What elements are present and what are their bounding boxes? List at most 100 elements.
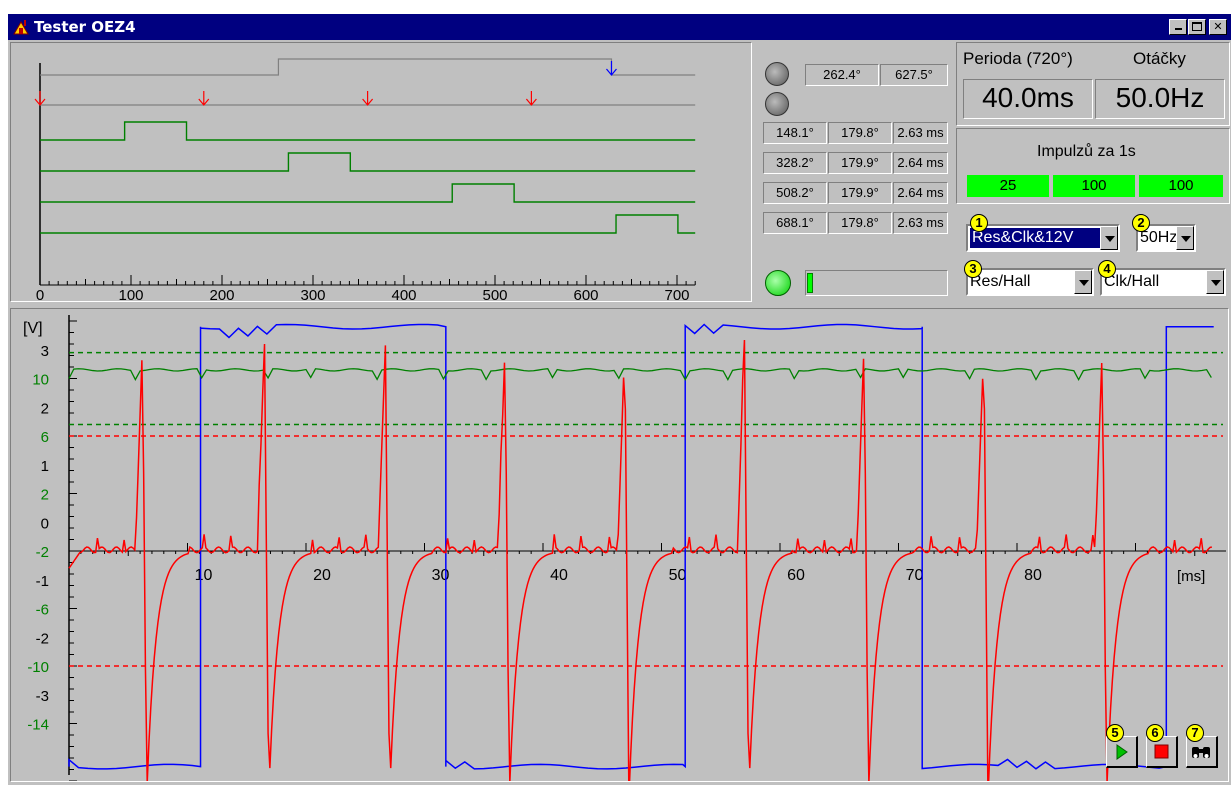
- scope-y-label: -14: [27, 717, 49, 734]
- title-bar[interactable]: Tester OEZ4 ✕: [8, 14, 1231, 40]
- readout-angle-1: 262.4°: [805, 64, 879, 86]
- chevron-down-icon[interactable]: [1206, 270, 1224, 294]
- readout-angle-2: 627.5°: [880, 64, 948, 86]
- badge-1: 1: [970, 214, 988, 232]
- timing-diagram: 0 100 200 300 400 500 600 700: [34, 58, 696, 304]
- scope-y-label: -10: [27, 659, 49, 676]
- red-trace: [68, 339, 1213, 786]
- stop-icon: [1154, 744, 1169, 759]
- down-arrow-icon: [606, 61, 617, 76]
- cylinder-2-pulse: [40, 152, 696, 172]
- green-trace: [68, 368, 1212, 382]
- maximize-icon: [1192, 22, 1202, 31]
- close-button[interactable]: ✕: [1209, 19, 1227, 35]
- cylinder-1-pulse: [40, 121, 696, 141]
- scope-x-tick: 50: [669, 567, 687, 584]
- timing-x-tick: 400: [391, 287, 416, 301]
- blue-trace: [68, 323, 1214, 770]
- impulses-count-1: 25: [967, 175, 1049, 197]
- cylinder-1-value-3: 2.63 ms: [893, 122, 948, 144]
- scope-y-label: 6: [41, 429, 49, 446]
- timing-x-tick: 500: [482, 287, 507, 301]
- period-value: 40.0ms: [963, 79, 1093, 119]
- channel-a-value: Res/Hall: [970, 273, 1031, 290]
- scope-x-tick: 30: [432, 567, 450, 584]
- rpm-label: Otáčky: [1133, 49, 1186, 68]
- period-label: Perioda (720°): [963, 49, 1073, 68]
- timing-x-tick: 100: [118, 287, 143, 301]
- signal-mode-select[interactable]: Res&Clk&12V: [966, 224, 1120, 252]
- down-arrow-icon: [362, 91, 374, 106]
- channel-b-value: Clk/Hall: [1104, 273, 1160, 290]
- scope-x-tick: 70: [906, 567, 924, 584]
- down-arrow-icon: [525, 91, 537, 106]
- scope-y-label: 2: [41, 400, 49, 417]
- window-title: Tester OEZ4: [34, 18, 136, 36]
- down-arrow-icon: [198, 91, 210, 106]
- indicator-lamp-2: [765, 92, 789, 116]
- cylinder-2-value-3: 2.64 ms: [893, 152, 948, 174]
- progress-bar: [805, 270, 948, 296]
- status-lamp-green: [765, 270, 791, 296]
- period-panel: Perioda (720°) Otáčky 40.0ms 50.0Hz: [956, 42, 1230, 126]
- scope-y-label: -2: [36, 544, 49, 561]
- impulses-label: Impulzů za 1s: [1037, 143, 1136, 160]
- progress-fill: [807, 273, 813, 293]
- scope-y-label: -3: [36, 688, 49, 705]
- chevron-down-icon[interactable]: [1074, 270, 1092, 294]
- timing-x-tick: 700: [664, 287, 689, 301]
- scope-y-label: 3: [41, 343, 49, 360]
- voltage-unit-label: [V]: [23, 320, 43, 337]
- cylinder-3-value-3: 2.64 ms: [893, 182, 948, 204]
- reference-signal: [40, 58, 696, 76]
- scope-x-tick: 80: [1024, 567, 1042, 584]
- channel-b-select[interactable]: Clk/Hall: [1100, 268, 1226, 296]
- down-arrow-icon: [34, 91, 46, 106]
- channel-a-select[interactable]: Res/Hall: [966, 268, 1094, 296]
- scope-y-label: 0: [41, 515, 49, 532]
- frequency-value: 50Hz: [1140, 229, 1176, 246]
- play-icon: [1116, 744, 1128, 760]
- scope-x-tick: 10: [195, 567, 213, 584]
- frequency-select[interactable]: 50Hz: [1136, 224, 1196, 252]
- badge-2: 2: [1132, 214, 1150, 232]
- badge-7: 7: [1186, 724, 1204, 742]
- maximize-button[interactable]: [1188, 19, 1206, 35]
- main-window: Tester OEZ4 ✕ 0 100 200 300 400 500 600 700 262…: [8, 14, 1231, 786]
- indicator-lamp-1: [765, 62, 789, 86]
- chevron-down-icon[interactable]: [1100, 226, 1118, 250]
- signal-mode-value: Res&Clk&12V: [970, 228, 1102, 248]
- timing-x-tick: 200: [209, 287, 234, 301]
- cylinder-1-value-1: 148.1°: [763, 122, 827, 144]
- cylinder-2-value-2: 179.9°: [828, 152, 892, 174]
- rpm-value: 50.0Hz: [1095, 79, 1225, 119]
- cylinder-4-value-1: 688.1°: [763, 212, 827, 234]
- scope-x-tick: 60: [787, 567, 805, 584]
- scope-x-tick: 40: [550, 567, 568, 584]
- scope-y-label: 2: [41, 487, 49, 504]
- timing-diagram-panel: 0 100 200 300 400 500 600 700: [10, 42, 752, 304]
- time-unit-label: [ms]: [1177, 568, 1205, 585]
- scope-y-label: 10: [32, 372, 49, 389]
- cylinder-4-value-3: 2.63 ms: [893, 212, 948, 234]
- timing-x-tick: 300: [300, 287, 325, 301]
- binoculars-icon: [1192, 747, 1210, 758]
- oscilloscope-plot: 10 20 30 40 50 60 70 80 [ms][V]31026120-2-1-6-2-…: [23, 315, 1226, 786]
- close-icon: ✕: [1213, 20, 1223, 33]
- cylinder-3-value-2: 179.9°: [828, 182, 892, 204]
- cylinder-3-value-1: 508.2°: [763, 182, 827, 204]
- cylinder-4-pulse: [40, 214, 696, 234]
- badge-6: 6: [1146, 724, 1164, 742]
- scope-y-label: -6: [36, 602, 49, 619]
- badge-3: 3: [964, 260, 982, 278]
- cylinder-1-value-2: 179.8°: [828, 122, 892, 144]
- timing-x-tick: 0: [36, 287, 44, 301]
- chevron-down-icon[interactable]: [1176, 226, 1194, 250]
- minimize-button[interactable]: [1169, 19, 1187, 35]
- scope-y-label: -2: [36, 630, 49, 647]
- scope-x-tick: 20: [313, 567, 331, 584]
- cylinder-3-pulse: [40, 183, 696, 203]
- app-icon: [13, 20, 29, 35]
- minimize-icon: [1174, 28, 1182, 30]
- cylinder-4-value-2: 179.8°: [828, 212, 892, 234]
